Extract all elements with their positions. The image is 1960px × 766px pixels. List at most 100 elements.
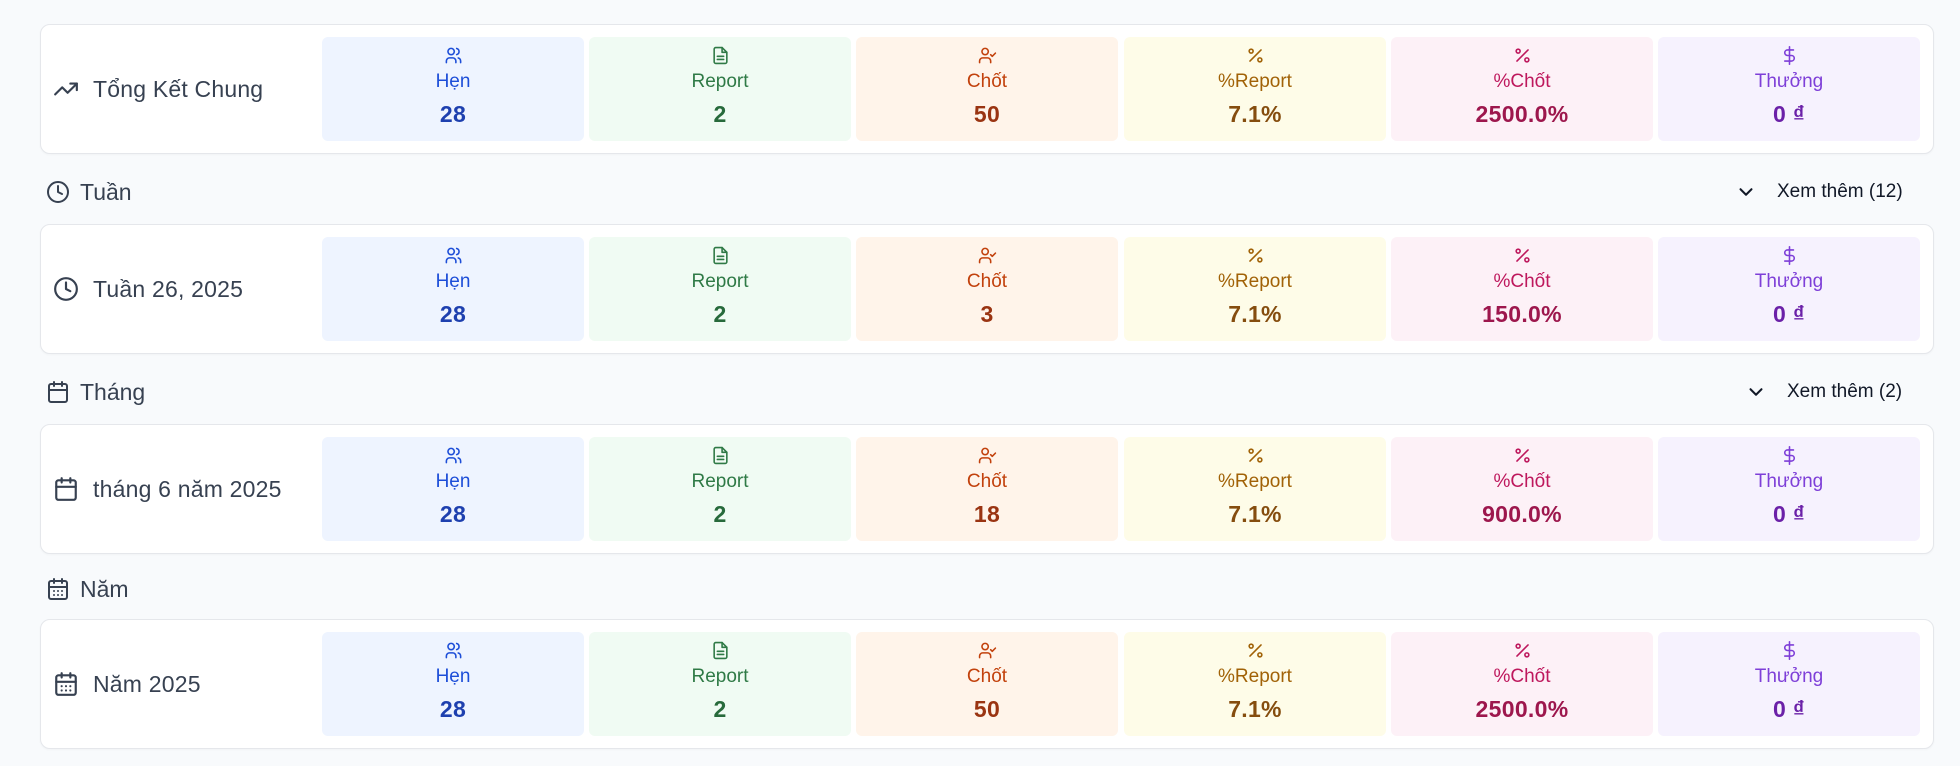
section-header-year: Năm [46,572,129,606]
users-icon [445,47,461,63]
percent-icon [1247,642,1263,658]
file-text-icon [712,446,728,464]
metric-value: 28 [439,501,467,527]
week-card: Tuần 26, 2025 Hẹn 28 Report 2 Chốt 3 %Re… [40,224,1934,354]
users-icon [445,642,461,658]
metric-label: %Chốt [1493,666,1551,687]
metric-value: 7.1% [1228,696,1282,722]
metric-close-rate: %Chốt 2500.0% [1391,37,1653,141]
month-card-label: tháng 6 năm 2025 [93,475,282,502]
clock-icon [47,181,69,203]
metric-label: Report [691,271,749,292]
metric-label: %Report [1218,666,1292,687]
metric-label: Report [691,71,749,92]
metric-bonus: Thưởng 0 ₫ [1658,632,1920,736]
show-more-label: Xem thêm (12) [1777,181,1903,202]
metric-report-rate: %Report 7.1% [1124,632,1386,736]
metric-label: Hẹn [435,71,471,92]
section-header-month: Tháng [46,375,145,409]
metric-report-rate: %Report 7.1% [1124,437,1386,541]
metric-value: 0 ₫ [1773,301,1805,327]
metric-value: 28 [439,101,467,127]
metric-label: Hẹn [435,271,471,292]
percent-icon [1247,47,1263,63]
metric-value: 0 ₫ [1773,501,1805,527]
calendar-icon [48,381,68,403]
metric-label: Chốt [966,271,1008,292]
metric-value: 28 [439,301,467,327]
metric-label: %Report [1218,71,1292,92]
metric-label: Thưởng [1754,666,1824,687]
metric-value: 150.0% [1482,301,1562,327]
metric-value: 2 [713,301,727,327]
section-header-week: Tuần [46,175,132,209]
metric-close-rate: %Chốt 900.0% [1391,437,1653,541]
metric-appointments: Hẹn 28 [322,437,584,541]
metric-closed: Chốt 50 [856,37,1118,141]
metric-value: 2500.0% [1475,696,1569,722]
metric-value: 50 [973,101,1001,127]
calendar-days-icon [48,578,68,600]
section-title: Năm [80,575,129,602]
year-card-label: Năm 2025 [93,670,201,697]
dollar-icon [1783,445,1795,465]
chevron-down-icon [1739,188,1753,196]
percent-icon [1247,447,1263,463]
metric-value: 2 [713,696,727,722]
user-check-icon [978,247,996,263]
percent-icon [1514,47,1530,63]
dollar-icon [1783,45,1795,65]
metric-label: Thưởng [1754,271,1824,292]
metric-label: %Report [1218,271,1292,292]
metric-label: Hẹn [435,666,471,687]
users-icon [445,447,461,463]
metric-label: Hẹn [435,471,471,492]
week-card-title: Tuần 26, 2025 [53,225,243,353]
metric-close-rate: %Chốt 150.0% [1391,237,1653,341]
dollar-icon [1783,640,1795,660]
metric-label: Chốt [966,666,1008,687]
metric-value: 50 [973,696,1001,722]
metric-report: Report 2 [589,237,851,341]
section-title: Tháng [80,378,146,405]
user-check-icon [978,642,996,658]
percent-icon [1514,642,1530,658]
overall-summary-card: Tổng Kết Chung Hẹn 28 Report 2 Chốt 50 %… [40,24,1934,154]
metric-label: Chốt [966,471,1008,492]
file-text-icon [712,641,728,659]
users-icon [445,247,461,263]
calendar-icon [55,477,77,501]
metric-value: 2 [713,101,727,127]
dollar-icon [1783,245,1795,265]
year-card-title: Năm 2025 [53,620,201,748]
metric-value: 7.1% [1228,301,1282,327]
week-card-label: Tuần 26, 2025 [93,275,244,302]
month-card-title: tháng 6 năm 2025 [53,425,282,553]
chevron-down-icon [1749,388,1763,396]
metric-value: 0 ₫ [1773,101,1805,127]
section-title: Tuần [80,178,132,205]
metric-label: %Report [1218,471,1292,492]
metric-value: 0 ₫ [1773,696,1805,722]
metric-closed: Chốt 3 [856,237,1118,341]
file-text-icon [712,46,728,64]
metric-value: 18 [973,501,1001,527]
show-more-weeks-button[interactable]: Xem thêm (12) [1735,172,1903,212]
metric-appointments: Hẹn 28 [322,632,584,736]
metric-label: %Chốt [1493,271,1551,292]
metric-appointments: Hẹn 28 [322,37,584,141]
metric-label: %Chốt [1493,71,1551,92]
year-card: Năm 2025 Hẹn 28 Report 2 Chốt 50 %Report… [40,619,1934,749]
percent-icon [1247,247,1263,263]
metric-value: 28 [439,696,467,722]
metric-value: 2 [713,501,727,527]
show-more-months-button[interactable]: Xem thêm (2) [1745,372,1902,412]
metric-close-rate: %Chốt 2500.0% [1391,632,1653,736]
metric-report: Report 2 [589,437,851,541]
clock-icon [54,277,78,301]
metric-label: Chốt [966,71,1008,92]
metric-value: 7.1% [1228,501,1282,527]
metric-value: 7.1% [1228,101,1282,127]
file-text-icon [712,246,728,264]
percent-icon [1514,247,1530,263]
